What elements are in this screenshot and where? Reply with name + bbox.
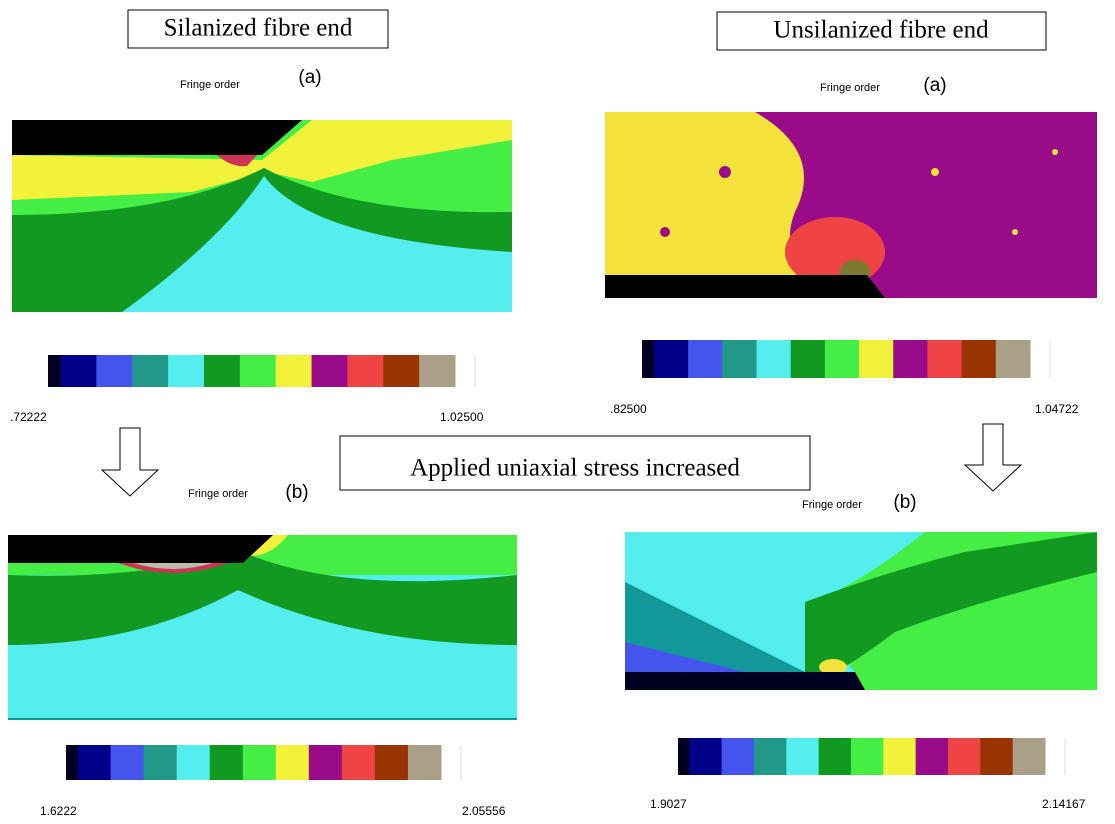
arrow bbox=[100, 427, 160, 497]
note-box bbox=[339, 435, 811, 491]
colorbar-swatch bbox=[132, 355, 169, 387]
colorbar-swatch bbox=[96, 355, 133, 387]
fringe-label: Fringe order bbox=[802, 499, 862, 511]
colorbar-swatch bbox=[239, 355, 277, 387]
colorbar-swatch bbox=[1012, 738, 1046, 775]
fringe-label: Fringe order bbox=[180, 79, 240, 91]
colorbar-swatch bbox=[347, 355, 384, 387]
colorbar-swatch bbox=[419, 355, 456, 387]
scale-min: .82500 bbox=[610, 402, 647, 416]
colorbar-swatch bbox=[143, 745, 178, 780]
header-box bbox=[127, 9, 389, 49]
colorbar-swatch bbox=[753, 738, 787, 775]
colorbar-swatch bbox=[947, 738, 981, 775]
colorbar-swatch bbox=[980, 738, 1014, 775]
colorbar-swatch bbox=[818, 738, 852, 775]
colorbar-swatch bbox=[721, 738, 755, 775]
colorbar-swatch bbox=[927, 340, 963, 378]
colorbar-swatch bbox=[883, 738, 917, 775]
colorbar-swatch bbox=[722, 340, 758, 378]
fringe-image bbox=[625, 532, 1097, 690]
colorbar-swatch bbox=[311, 355, 348, 387]
colorbar-swatch bbox=[110, 745, 145, 780]
colorbar-swatch bbox=[48, 355, 62, 387]
colorbar-swatch bbox=[790, 340, 826, 378]
fringe-label: Fringe order bbox=[820, 82, 880, 94]
scale-min: 1.6222 bbox=[40, 804, 77, 818]
colorbar-swatch bbox=[756, 340, 792, 378]
scale-max: 2.05556 bbox=[462, 804, 506, 818]
header: Unsilanized fibre end bbox=[773, 17, 989, 44]
colorbar-swatch bbox=[374, 745, 409, 780]
fringe-image bbox=[12, 120, 512, 312]
arrow bbox=[963, 423, 1023, 492]
scale-min: .72222 bbox=[10, 410, 47, 424]
scale-min: 1.9027 bbox=[650, 797, 687, 811]
fringe-label: Fringe order bbox=[188, 488, 248, 500]
colorbar-swatch bbox=[642, 340, 655, 378]
fringe-image bbox=[8, 535, 517, 720]
colorbar-swatch bbox=[961, 340, 997, 378]
colorbar-swatch bbox=[893, 340, 928, 378]
colorbar-swatch bbox=[859, 340, 894, 378]
header-box bbox=[716, 11, 1047, 51]
panel-label: (a) bbox=[298, 67, 321, 88]
colorbar-swatch bbox=[77, 745, 112, 780]
panel-label: (a) bbox=[923, 75, 946, 96]
panel-label: (b) bbox=[285, 482, 308, 503]
colorbar-swatch bbox=[242, 745, 277, 780]
colorbar-swatch bbox=[168, 355, 205, 387]
colorbar-swatch bbox=[209, 745, 244, 780]
colorbar-swatch bbox=[689, 738, 723, 775]
scale-max: 1.04722 bbox=[1035, 402, 1079, 416]
colorbar-swatch bbox=[203, 355, 241, 387]
colorbar-swatch bbox=[850, 738, 884, 775]
colorbar-swatch bbox=[407, 745, 442, 780]
scale-max: 1.02500 bbox=[440, 410, 484, 424]
colorbar-swatch bbox=[383, 355, 420, 387]
colorbar-swatch bbox=[995, 340, 1031, 378]
colorbar-swatch bbox=[915, 738, 949, 775]
colorbar-swatch bbox=[653, 340, 689, 378]
colorbar-swatch bbox=[176, 745, 211, 780]
panel-texts: Fringe order (a) .72222 1.02500 Fringe o… bbox=[10, 67, 1086, 818]
colorbar-swatch bbox=[341, 745, 376, 780]
colorbar-swatch bbox=[66, 745, 79, 780]
header: Silanized fibre end bbox=[164, 15, 353, 42]
colorbar-swatch bbox=[308, 745, 343, 780]
colorbar-swatch bbox=[678, 738, 690, 775]
colorbar-swatch bbox=[275, 745, 310, 780]
colorbar-swatch bbox=[688, 340, 723, 378]
colorbar-swatch bbox=[786, 738, 820, 775]
note: Applied uniaxial stress increased bbox=[410, 455, 740, 482]
colorbar-swatch bbox=[824, 340, 860, 378]
panel-label: (b) bbox=[893, 492, 916, 513]
fringe-image bbox=[605, 112, 1097, 298]
colorbar-swatch bbox=[275, 355, 313, 387]
scale-max: 2.14167 bbox=[1042, 797, 1086, 811]
colorbar-swatch bbox=[60, 355, 97, 387]
